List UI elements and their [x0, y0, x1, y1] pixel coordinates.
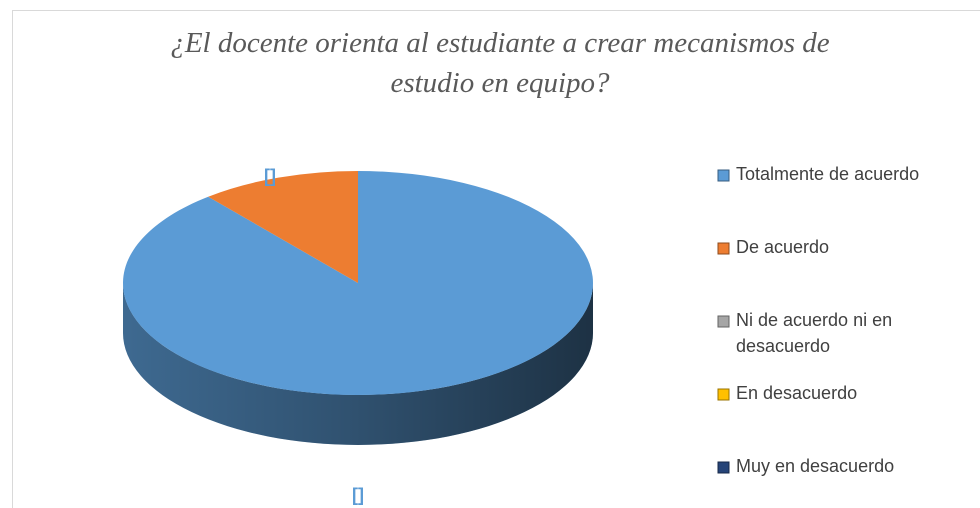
- text-line: Muy en desacuerdo: [736, 456, 894, 476]
- legend-swatch: [717, 388, 730, 401]
- legend-swatch: [717, 315, 730, 328]
- legend-swatch: [717, 461, 730, 474]
- pie-side-shade: [123, 283, 593, 445]
- legend-label: De acuerdo: [736, 237, 829, 257]
- text-line: Ni de acuerdo ni en: [736, 310, 892, 330]
- text-line: En desacuerdo: [736, 383, 857, 403]
- legend-label: Muy en desacuerdo: [736, 456, 894, 476]
- text-line: Totalmente de acuerdo: [736, 164, 919, 184]
- pie-slice: [123, 171, 594, 395]
- legend-label: Totalmente de acuerdo: [736, 164, 919, 184]
- text-line: estudio en equipo?: [390, 67, 610, 99]
- legend-label: En desacuerdo: [736, 383, 857, 403]
- chart-title: ¿El docente orienta al estudiante a crea…: [170, 27, 829, 99]
- data-label: []: [264, 166, 276, 186]
- text-line: ¿El docente orienta al estudiante a crea…: [170, 27, 829, 59]
- legend-label: Ni de acuerdo ni en desacuerdo: [736, 310, 892, 356]
- text-line: desacuerdo: [736, 336, 830, 356]
- legend-swatch: [717, 242, 730, 255]
- data-label: []: [352, 485, 364, 505]
- pie-slice: [208, 171, 358, 283]
- legend-swatch: [717, 169, 730, 182]
- text-line: De acuerdo: [736, 237, 829, 257]
